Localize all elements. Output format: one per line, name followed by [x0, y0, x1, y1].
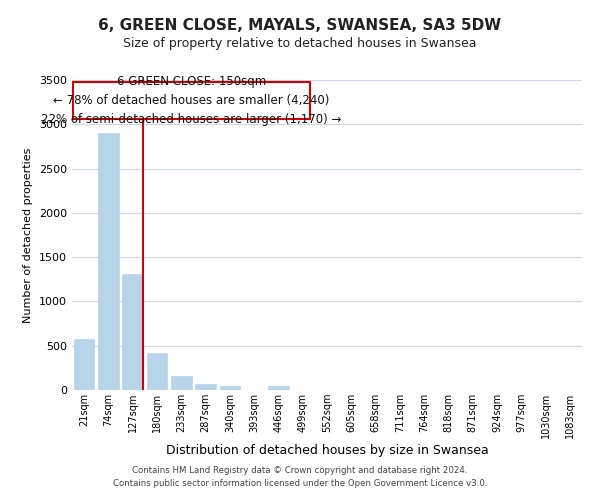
Text: Size of property relative to detached houses in Swansea: Size of property relative to detached ho… — [123, 38, 477, 51]
Bar — [268, 386, 289, 390]
Text: 6, GREEN CLOSE, MAYALS, SWANSEA, SA3 5DW: 6, GREEN CLOSE, MAYALS, SWANSEA, SA3 5DW — [98, 18, 502, 32]
Text: Contains HM Land Registry data © Crown copyright and database right 2024.
Contai: Contains HM Land Registry data © Crown c… — [113, 466, 487, 487]
Bar — [146, 353, 167, 390]
Bar — [171, 376, 191, 390]
X-axis label: Distribution of detached houses by size in Swansea: Distribution of detached houses by size … — [166, 444, 488, 456]
Bar — [195, 384, 216, 390]
Bar — [220, 386, 240, 390]
Bar — [74, 339, 94, 390]
Y-axis label: Number of detached properties: Number of detached properties — [23, 148, 34, 322]
Text: 6 GREEN CLOSE: 150sqm
← 78% of detached houses are smaller (4,240)
22% of semi-d: 6 GREEN CLOSE: 150sqm ← 78% of detached … — [41, 75, 342, 126]
Bar — [73, 82, 310, 120]
Bar — [122, 274, 143, 390]
Bar — [98, 133, 119, 390]
